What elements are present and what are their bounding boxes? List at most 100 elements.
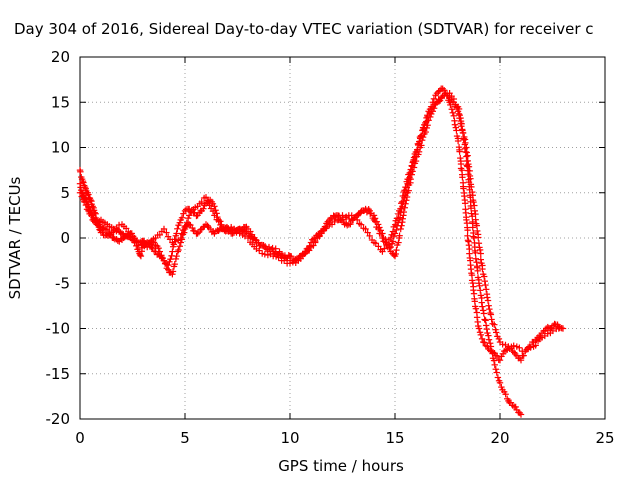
y-tick-label: 10	[51, 139, 70, 157]
data-point	[450, 95, 458, 103]
x-tick-label: 25	[595, 429, 614, 447]
data-point	[452, 124, 460, 131]
data-point	[532, 342, 539, 349]
data-point	[163, 229, 170, 236]
data-point	[172, 255, 180, 263]
data-point	[198, 198, 205, 206]
data-point	[398, 200, 405, 207]
data-point	[173, 252, 180, 260]
data-point	[169, 271, 176, 278]
data-point	[475, 234, 482, 241]
data-point	[424, 113, 431, 120]
data-point	[211, 203, 218, 210]
y-tick-label: 20	[51, 48, 70, 66]
data-point	[456, 111, 463, 119]
chart-title: Day 304 of 2016, Sidereal Day-to-day VTE…	[14, 20, 594, 38]
data-point	[422, 128, 429, 136]
data-point	[189, 224, 196, 232]
data-point	[472, 210, 479, 218]
data-point	[520, 352, 527, 359]
data-point	[408, 163, 416, 170]
data-point	[172, 238, 179, 245]
data-point	[141, 242, 148, 250]
data-point	[483, 286, 490, 293]
data-point	[162, 259, 169, 267]
data-point	[470, 198, 477, 206]
y-tick-label: 5	[60, 184, 70, 202]
data-point	[477, 287, 484, 294]
data-point	[496, 379, 504, 386]
data-point	[244, 234, 252, 242]
data-point	[465, 163, 473, 170]
data-point	[204, 197, 211, 204]
data-point	[331, 218, 338, 226]
data-points	[76, 85, 567, 418]
data-point	[156, 231, 163, 239]
data-point	[320, 225, 327, 233]
data-point	[458, 120, 465, 127]
data-point	[436, 97, 444, 104]
data-point	[403, 197, 410, 204]
data-point	[169, 248, 176, 255]
data-point	[169, 239, 176, 246]
data-point	[77, 168, 84, 176]
data-point	[202, 194, 210, 201]
x-tick-label: 0	[75, 429, 85, 447]
data-point	[462, 139, 469, 147]
data-point	[387, 234, 394, 242]
data-point	[362, 225, 369, 233]
data-point	[176, 219, 183, 226]
x-tick-label: 10	[280, 429, 299, 447]
y-tick-label: 0	[60, 229, 70, 247]
data-point	[393, 246, 400, 254]
data-point	[178, 214, 186, 221]
data-point	[527, 344, 534, 351]
data-point	[485, 336, 493, 343]
data-point	[430, 105, 438, 112]
data-point	[418, 132, 425, 139]
x-axis-title: GPS time / hours	[278, 457, 404, 475]
data-point	[360, 207, 367, 215]
data-point	[486, 340, 494, 347]
data-point	[469, 279, 476, 287]
data-point	[396, 232, 403, 239]
data-point	[280, 257, 288, 264]
y-axis-title: SDTVAR / TECUs	[6, 176, 24, 299]
data-point	[487, 311, 495, 318]
data-point	[483, 325, 490, 333]
data-point	[323, 224, 330, 232]
data-point	[499, 341, 506, 348]
data-point	[160, 225, 168, 233]
data-point	[435, 98, 443, 105]
data-point	[478, 335, 486, 343]
data-point	[176, 243, 183, 250]
data-point	[136, 251, 144, 259]
data-point	[472, 249, 479, 257]
data-point	[469, 213, 476, 220]
data-point	[178, 230, 186, 237]
data-point	[256, 247, 263, 254]
data-point	[78, 193, 85, 200]
data-point	[481, 316, 488, 323]
data-point	[399, 215, 406, 222]
data-point	[484, 294, 491, 301]
grid-lines	[80, 57, 605, 419]
data-point	[478, 299, 485, 306]
data-point	[488, 316, 495, 323]
y-tick-label: -5	[55, 274, 70, 292]
data-point	[174, 225, 181, 233]
data-point	[171, 260, 178, 268]
data-point	[555, 325, 562, 332]
data-point	[375, 221, 382, 228]
data-point	[399, 192, 407, 200]
data-point	[494, 374, 502, 381]
data-point	[517, 411, 525, 418]
data-point	[482, 281, 489, 289]
data-point	[354, 216, 361, 224]
data-point	[370, 212, 378, 219]
data-point	[485, 302, 492, 309]
data-point	[363, 209, 371, 216]
data-point	[476, 282, 483, 290]
data-point	[477, 256, 485, 263]
data-point	[258, 241, 266, 249]
